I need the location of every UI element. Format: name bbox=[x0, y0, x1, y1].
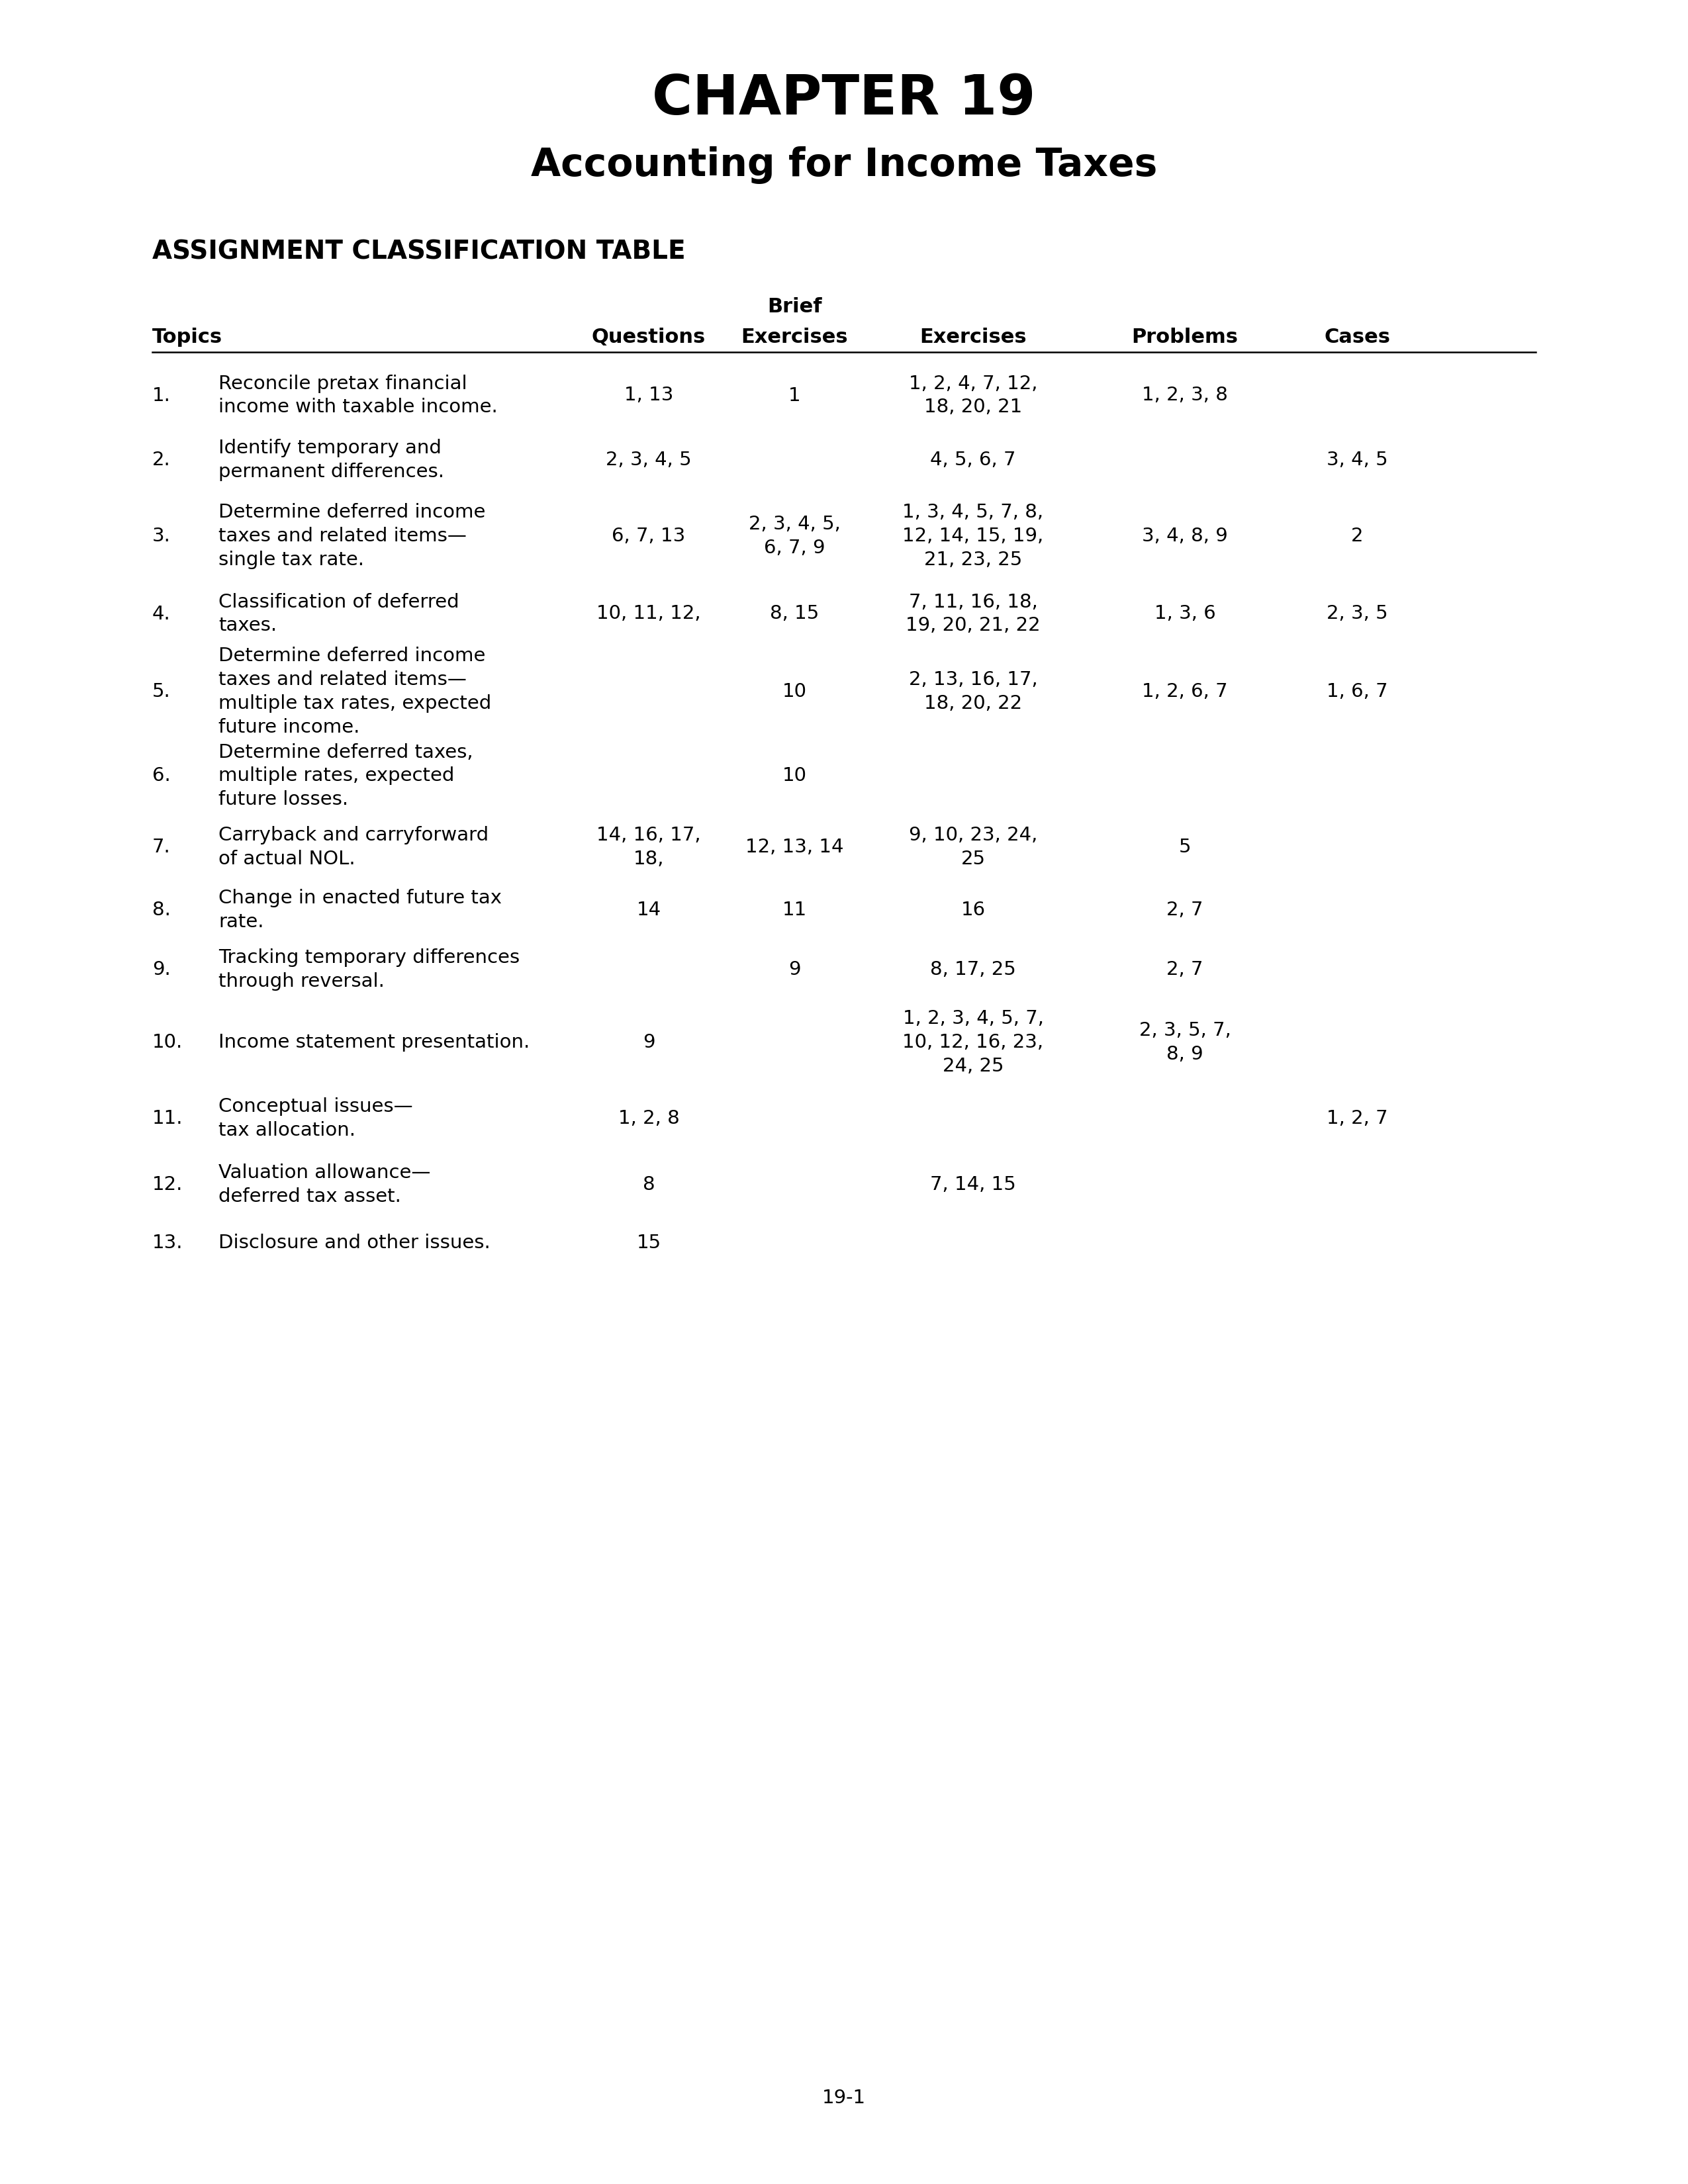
Text: 4, 5, 6, 7: 4, 5, 6, 7 bbox=[930, 450, 1016, 470]
Text: 2, 13, 16, 17,
18, 20, 22: 2, 13, 16, 17, 18, 20, 22 bbox=[908, 670, 1038, 712]
Text: 7, 14, 15: 7, 14, 15 bbox=[930, 1175, 1016, 1195]
Text: 1.: 1. bbox=[152, 387, 170, 404]
Text: 15: 15 bbox=[636, 1234, 662, 1251]
Text: Determine deferred taxes,
multiple rates, expected
future losses.: Determine deferred taxes, multiple rates… bbox=[218, 743, 473, 808]
Text: 8: 8 bbox=[643, 1175, 655, 1195]
Text: 1, 13: 1, 13 bbox=[625, 387, 674, 404]
Text: Topics: Topics bbox=[152, 328, 223, 347]
Text: 8, 15: 8, 15 bbox=[770, 605, 819, 622]
Text: 7, 11, 16, 18,
19, 20, 21, 22: 7, 11, 16, 18, 19, 20, 21, 22 bbox=[906, 592, 1040, 636]
Text: Accounting for Income Taxes: Accounting for Income Taxes bbox=[530, 146, 1158, 183]
Text: ASSIGNMENT CLASSIFICATION TABLE: ASSIGNMENT CLASSIFICATION TABLE bbox=[152, 238, 685, 264]
Text: 14, 16, 17,
18,: 14, 16, 17, 18, bbox=[596, 826, 701, 869]
Text: 7.: 7. bbox=[152, 839, 170, 856]
Text: 12.: 12. bbox=[152, 1175, 182, 1195]
Text: 1, 2, 3, 8: 1, 2, 3, 8 bbox=[1141, 387, 1227, 404]
Text: 1, 6, 7: 1, 6, 7 bbox=[1327, 681, 1388, 701]
Text: 2, 3, 4, 5: 2, 3, 4, 5 bbox=[606, 450, 692, 470]
Text: 13.: 13. bbox=[152, 1234, 182, 1251]
Text: Exercises: Exercises bbox=[920, 328, 1026, 347]
Text: 1, 3, 4, 5, 7, 8,
12, 14, 15, 19,
21, 23, 25: 1, 3, 4, 5, 7, 8, 12, 14, 15, 19, 21, 23… bbox=[903, 502, 1043, 570]
Text: Change in enacted future tax
rate.: Change in enacted future tax rate. bbox=[218, 889, 501, 930]
Text: Exercises: Exercises bbox=[741, 328, 847, 347]
Text: 3, 4, 5: 3, 4, 5 bbox=[1327, 450, 1388, 470]
Text: 1, 2, 7: 1, 2, 7 bbox=[1327, 1109, 1388, 1127]
Text: Determine deferred income
taxes and related items—
single tax rate.: Determine deferred income taxes and rela… bbox=[218, 502, 486, 570]
Text: 9: 9 bbox=[643, 1033, 655, 1053]
Text: 9: 9 bbox=[788, 961, 800, 978]
Text: 5.: 5. bbox=[152, 681, 170, 701]
Text: 4.: 4. bbox=[152, 605, 170, 622]
Text: 10: 10 bbox=[782, 767, 807, 786]
Text: 6.: 6. bbox=[152, 767, 170, 786]
Text: 14: 14 bbox=[636, 900, 662, 919]
Text: Income statement presentation.: Income statement presentation. bbox=[218, 1033, 530, 1053]
Text: 1, 2, 8: 1, 2, 8 bbox=[618, 1109, 679, 1127]
Text: 10.: 10. bbox=[152, 1033, 182, 1053]
Text: 16: 16 bbox=[960, 900, 986, 919]
Text: 2, 7: 2, 7 bbox=[1166, 961, 1204, 978]
Text: Cases: Cases bbox=[1323, 328, 1391, 347]
Text: Brief: Brief bbox=[766, 297, 822, 317]
Text: Questions: Questions bbox=[592, 328, 706, 347]
Text: 2, 7: 2, 7 bbox=[1166, 900, 1204, 919]
Text: Carryback and carryforward
of actual NOL.: Carryback and carryforward of actual NOL… bbox=[218, 826, 488, 869]
Text: 2: 2 bbox=[1350, 526, 1364, 546]
Text: Problems: Problems bbox=[1131, 328, 1239, 347]
Text: 3, 4, 8, 9: 3, 4, 8, 9 bbox=[1143, 526, 1227, 546]
Text: 2.: 2. bbox=[152, 450, 170, 470]
Text: 2, 3, 5: 2, 3, 5 bbox=[1327, 605, 1388, 622]
Text: Classification of deferred
taxes.: Classification of deferred taxes. bbox=[218, 592, 459, 636]
Text: 3.: 3. bbox=[152, 526, 170, 546]
Text: Reconcile pretax financial
income with taxable income.: Reconcile pretax financial income with t… bbox=[218, 373, 498, 417]
Text: 19-1: 19-1 bbox=[822, 2088, 866, 2108]
Text: Determine deferred income
taxes and related items—
multiple tax rates, expected
: Determine deferred income taxes and rela… bbox=[218, 646, 491, 736]
Text: 2, 3, 5, 7,
8, 9: 2, 3, 5, 7, 8, 9 bbox=[1139, 1022, 1231, 1064]
Text: 8.: 8. bbox=[152, 900, 170, 919]
Text: 9, 10, 23, 24,
25: 9, 10, 23, 24, 25 bbox=[908, 826, 1038, 869]
Text: 1, 2, 6, 7: 1, 2, 6, 7 bbox=[1143, 681, 1227, 701]
Text: 9.: 9. bbox=[152, 961, 170, 978]
Text: Disclosure and other issues.: Disclosure and other issues. bbox=[218, 1234, 490, 1251]
Text: 1: 1 bbox=[788, 387, 800, 404]
Text: Identify temporary and
permanent differences.: Identify temporary and permanent differe… bbox=[218, 439, 444, 480]
Text: 12, 13, 14: 12, 13, 14 bbox=[744, 839, 844, 856]
Text: Tracking temporary differences
through reversal.: Tracking temporary differences through r… bbox=[218, 948, 520, 992]
Text: Conceptual issues—
tax allocation.: Conceptual issues— tax allocation. bbox=[218, 1096, 414, 1140]
Text: 5: 5 bbox=[1178, 839, 1192, 856]
Text: 2, 3, 4, 5,
6, 7, 9: 2, 3, 4, 5, 6, 7, 9 bbox=[748, 515, 841, 557]
Text: 1, 3, 6: 1, 3, 6 bbox=[1155, 605, 1215, 622]
Text: 10: 10 bbox=[782, 681, 807, 701]
Text: 11.: 11. bbox=[152, 1109, 182, 1127]
Text: 1, 2, 3, 4, 5, 7,
10, 12, 16, 23,
24, 25: 1, 2, 3, 4, 5, 7, 10, 12, 16, 23, 24, 25 bbox=[903, 1009, 1043, 1075]
Text: 6, 7, 13: 6, 7, 13 bbox=[611, 526, 685, 546]
Text: Valuation allowance—
deferred tax asset.: Valuation allowance— deferred tax asset. bbox=[218, 1164, 430, 1206]
Text: 1, 2, 4, 7, 12,
18, 20, 21: 1, 2, 4, 7, 12, 18, 20, 21 bbox=[908, 373, 1038, 417]
Text: CHAPTER 19: CHAPTER 19 bbox=[652, 72, 1036, 127]
Text: 8, 17, 25: 8, 17, 25 bbox=[930, 961, 1016, 978]
Text: 11: 11 bbox=[782, 900, 807, 919]
Text: 10, 11, 12,: 10, 11, 12, bbox=[596, 605, 701, 622]
